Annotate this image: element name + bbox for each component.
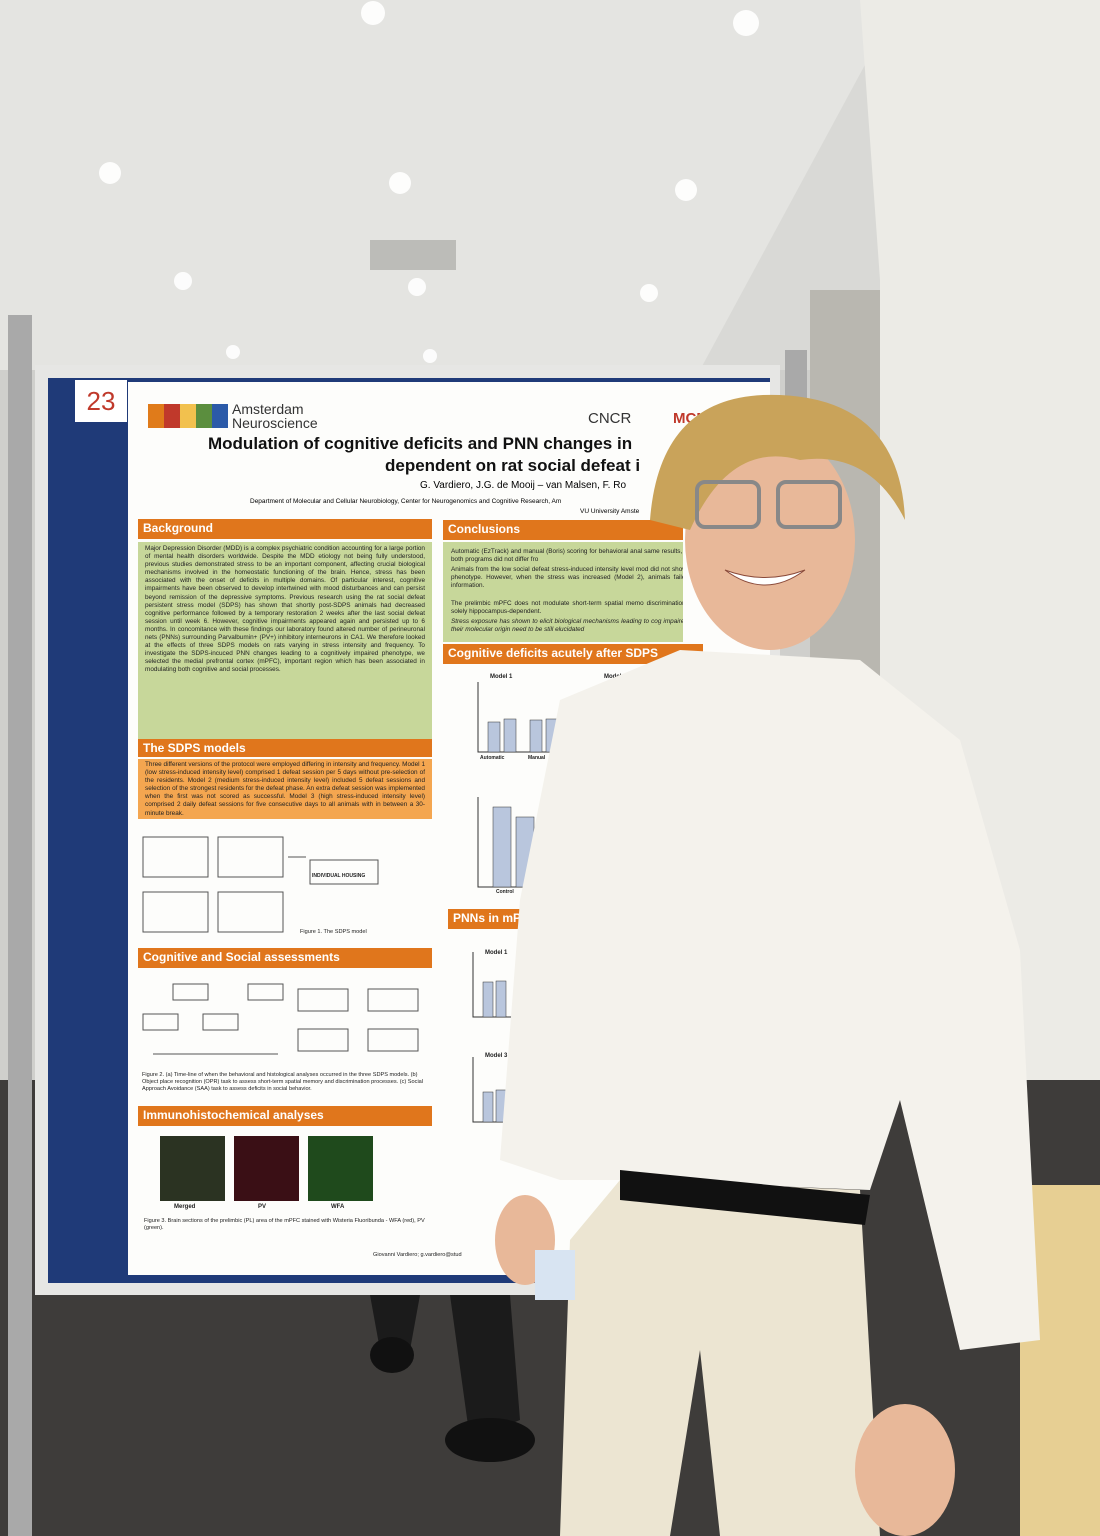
panel-label: WFA <box>331 1204 345 1210</box>
chart-label: Model 2 <box>604 674 627 680</box>
chart-label: Model 1 <box>485 950 508 956</box>
section-heading: Cognitive deficits acutely after SDPS <box>443 644 703 664</box>
section-heading: Cognitive and Social assessments <box>138 948 432 968</box>
chart-label: Model 1 <box>490 674 513 680</box>
chart-label: Control <box>496 889 514 895</box>
image-panel <box>308 1136 373 1201</box>
poster-title: Modulation of cognitive deficits and PNN… <box>208 434 633 453</box>
conclusion-item: Animals from the low social defeat stres… <box>451 566 683 590</box>
poster: Amsterdam Neuroscience CNCR MCNL Modulat… <box>128 382 770 1275</box>
figure-2 <box>142 983 419 1055</box>
image-panel <box>234 1136 299 1201</box>
chart-label: Manual <box>528 755 546 761</box>
footer: Giovanni Vardiero; g.vardiero@stud <box>373 1252 462 1258</box>
section-heading: Background <box>138 519 432 539</box>
figure-1 <box>142 836 379 933</box>
affiliation: Department of Molecular and Cellular Neu… <box>250 498 562 505</box>
chart-label: Model 3 <box>485 1053 508 1059</box>
panel-label: Merged <box>174 1204 196 1210</box>
figure-caption: Figure 3. Brain sections of the prelimbi… <box>144 1218 425 1231</box>
section-heading: Immunohistochemical analyses <box>138 1106 432 1126</box>
conclusion-item: Automatic (EzTrack) and manual (Boris) s… <box>451 548 683 564</box>
conclusion-item: The prelimbic mPFC does not modulate sho… <box>451 600 683 616</box>
logo-cncr: CNCR <box>588 410 632 427</box>
logo-text: Amsterdam Neuroscience <box>232 401 318 431</box>
chart-label: Automatic <box>480 755 505 761</box>
section-heading: The SDPS models <box>138 739 432 757</box>
conclusion-item: Stress exposure has shown to elicit biol… <box>451 618 683 634</box>
poster-title: dependent on rat social defeat i <box>385 456 641 475</box>
figure-caption: Figure 1. The SDPS model <box>300 929 367 935</box>
figure-4 <box>477 682 568 888</box>
figure-caption: Figure 2. (a) Time-line of when the beha… <box>142 1072 424 1092</box>
figure-box: INDIVIDUAL HOUSING <box>312 873 366 879</box>
affiliation: VU University Amste <box>580 508 640 515</box>
logo-icon <box>148 404 228 428</box>
conclusions-box: Automatic (EzTrack) and manual (Boris) s… <box>443 542 683 642</box>
authors: G. Vardiero, J.G. de Mooij – van Malsen,… <box>420 480 627 491</box>
background-text: Major Depression Disorder (MDD) is a com… <box>138 542 432 744</box>
image-panel <box>160 1136 225 1201</box>
panel-label: PV <box>258 1204 267 1210</box>
board-number: 23 <box>75 380 127 422</box>
sdps-text: Three different versions of the protocol… <box>138 759 432 819</box>
section-heading: Conclusions <box>443 520 683 540</box>
